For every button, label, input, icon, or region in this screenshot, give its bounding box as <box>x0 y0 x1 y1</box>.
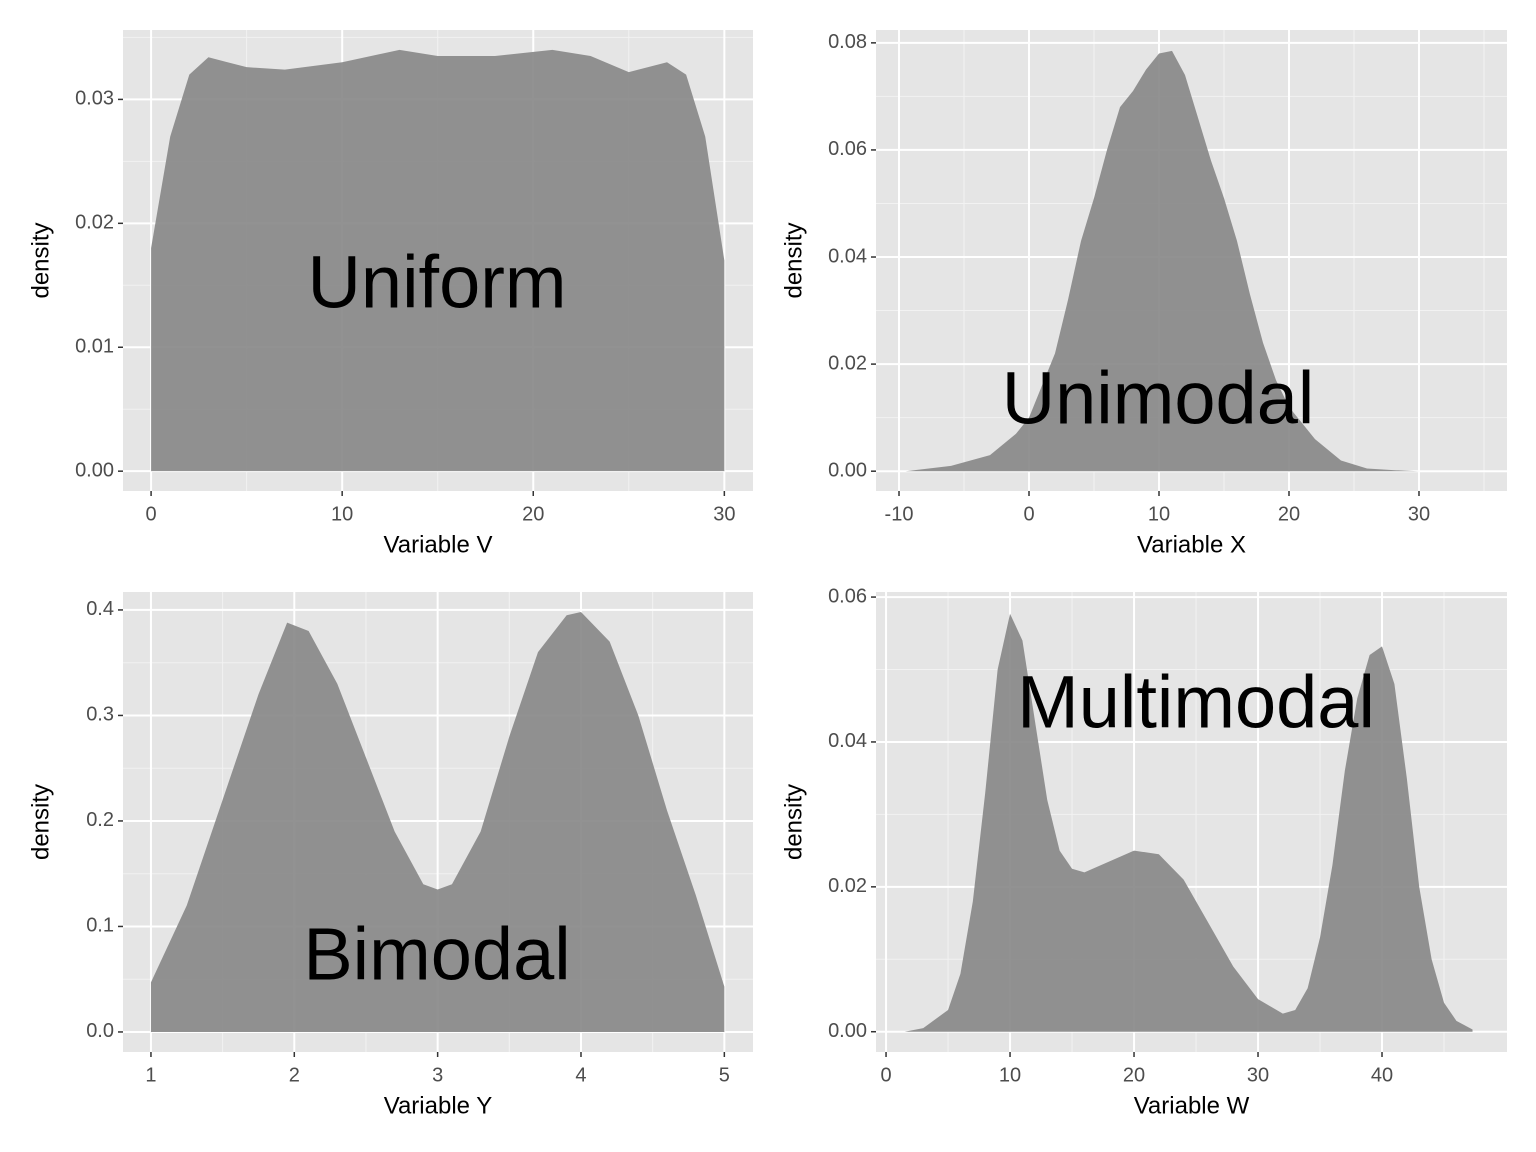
x-tick-label: 10 <box>331 503 353 525</box>
x-tick-label: 2 <box>289 1064 300 1086</box>
y-tick-label: 0.06 <box>828 585 867 607</box>
density-area <box>904 613 1473 1032</box>
x-tick-label: 20 <box>522 503 544 525</box>
x-tick-label: 5 <box>719 1064 730 1086</box>
y-tick-label: 0.2 <box>86 809 114 831</box>
y-tick-label: 0.02 <box>828 875 867 897</box>
x-axis-title: Variable Y <box>384 1092 493 1119</box>
y-axis-title: density <box>27 222 54 298</box>
x-tick-label: 40 <box>1371 1064 1393 1086</box>
annotation: Multimodal <box>1017 661 1375 744</box>
y-tick-label: 0.06 <box>828 138 867 160</box>
annotation: Unimodal <box>1002 357 1315 440</box>
y-tick-label: 0.1 <box>86 915 114 937</box>
x-tick-label: 4 <box>575 1064 586 1086</box>
annotation: Bimodal <box>303 913 570 996</box>
y-tick-label: 0.00 <box>828 1020 867 1042</box>
y-tick-label: 0.04 <box>828 245 867 267</box>
y-tick-label: 0.00 <box>75 459 114 481</box>
y-tick-label: 0.04 <box>828 730 867 752</box>
x-tick-label: 1 <box>145 1064 156 1086</box>
x-tick-label: -10 <box>885 503 914 525</box>
x-axis-title: Variable X <box>1137 531 1246 558</box>
density-area <box>905 50 1478 472</box>
x-tick-label: 0 <box>880 1064 891 1086</box>
y-tick-label: 0.00 <box>828 459 867 481</box>
x-tick-label: 30 <box>1408 503 1430 525</box>
x-tick-label: 30 <box>1247 1064 1269 1086</box>
x-tick-label: 0 <box>1023 503 1034 525</box>
y-axis-title: density <box>27 784 54 860</box>
y-tick-label: 0.08 <box>828 31 867 53</box>
density-area <box>151 49 725 472</box>
density-area <box>150 612 725 1032</box>
x-tick-label: 0 <box>146 503 157 525</box>
x-tick-label: 10 <box>999 1064 1021 1086</box>
x-tick-label: 20 <box>1278 503 1300 525</box>
x-tick-label: 20 <box>1123 1064 1145 1086</box>
y-axis-title: density <box>780 222 807 298</box>
y-tick-label: 0.03 <box>75 88 114 110</box>
y-tick-label: 0.3 <box>86 704 114 726</box>
x-tick-label: 30 <box>713 503 735 525</box>
annotation: Uniform <box>307 241 566 324</box>
x-axis-title: Variable V <box>384 531 493 558</box>
x-axis-title: Variable W <box>1134 1092 1250 1119</box>
y-tick-label: 0.02 <box>828 352 867 374</box>
y-tick-label: 0.4 <box>86 598 114 620</box>
y-tick-label: 0.02 <box>75 212 114 234</box>
x-tick-label: 3 <box>432 1064 443 1086</box>
y-tick-label: 0.01 <box>75 336 114 358</box>
y-axis-title: density <box>780 784 807 860</box>
y-tick-label: 0.0 <box>86 1020 114 1042</box>
x-tick-label: 10 <box>1148 503 1170 525</box>
